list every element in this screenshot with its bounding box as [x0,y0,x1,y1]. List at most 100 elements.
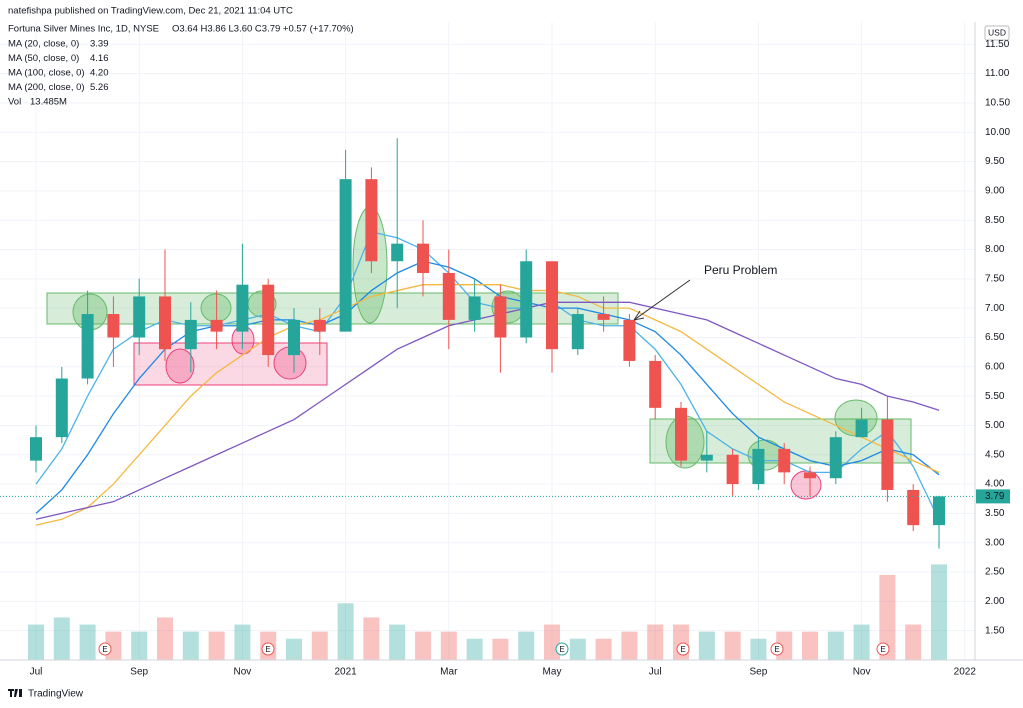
event-marker[interactable] [676,642,690,656]
candle-body [236,284,249,332]
symbol-title: Fortuna Silver Mines Inc, 1D, NYSE [8,24,159,35]
events: E E E E E E [98,642,890,656]
candle-body [855,419,868,438]
candle-body [133,296,146,338]
candle-body [391,243,404,262]
event-label: E [102,645,107,654]
volume-bar [131,631,148,660]
legend-name: MA (20, close, 0) [8,39,79,50]
last-price-box [976,489,1010,504]
volume-bar [802,631,818,660]
legend-value: 4.16 [90,53,109,64]
y-tick-label: 8.50 [985,215,1005,226]
legend-name: MA (50, close, 0) [8,53,79,64]
y-tick-label: 8.00 [985,244,1005,255]
currency-box[interactable] [984,25,1010,41]
candle-body [159,296,171,350]
y-tick-label: 10.00 [985,127,1010,138]
y-tick-label: 6.50 [985,332,1005,343]
logo [8,689,22,697]
event-marker[interactable] [555,642,569,656]
grid [0,22,975,660]
y-tick-label: 2.00 [985,596,1005,607]
legend-name: MA (200, close, 0) [8,82,85,93]
volume-bar [853,624,870,660]
x-tick-label: Jul [30,667,43,678]
event-marker[interactable] [261,642,275,656]
event-label: E [265,645,270,654]
volume-bar [79,624,96,660]
legend-value: 3.39 [90,39,109,50]
volume-bar [234,624,251,660]
y-tick-label: 11.50 [985,39,1010,50]
volume-bar [698,631,715,660]
circle-mark [165,348,195,384]
arrow-head [633,310,645,321]
volume-bar [569,638,586,660]
y-tick-label: 1.50 [985,625,1005,636]
candle-body [700,454,713,461]
legend: Fortuna Silver Mines Inc, 1D, NYSE O3.64… [8,24,354,108]
event-label: E [680,645,685,654]
volume-bar [621,631,638,660]
candle-body [107,314,120,338]
currency: USD [988,27,1006,37]
candle-body [649,360,662,408]
candle-body [597,314,610,320]
candle-body [726,454,739,485]
volume-bar [286,638,302,660]
candle-body [571,314,584,350]
candle-body [804,472,816,479]
x-tick-label: Jul [649,667,662,678]
x-tick-label: Sep [130,667,148,678]
plot [0,138,975,549]
candle-body [933,496,945,526]
legend-name: Vol [8,97,21,108]
candle-body [623,319,636,361]
y-tick-label: 5.00 [985,420,1005,431]
candle-body [778,448,791,473]
volume-bar [363,617,380,660]
legend-value: 4.20 [90,68,109,79]
volume-bar [492,638,509,660]
candle-body [881,419,894,490]
candle-body [752,448,765,485]
volume-bar [905,624,922,660]
candle-body [81,314,94,379]
y-tick-label: 6.00 [985,361,1005,372]
x-tick-label: Nov [234,667,252,678]
volume-bar [53,617,70,660]
volume-bar [157,617,173,660]
volume-bar [595,638,612,660]
volume-bar [724,631,741,660]
y-tick-label: 4.00 [985,479,1005,490]
volume-bar [827,631,844,660]
event-marker[interactable] [98,642,112,656]
volume-bar [440,631,457,660]
candle-body [907,489,920,526]
y-tick-label: 11.00 [985,68,1010,79]
volume-bar [337,603,354,660]
candle-body [313,319,326,332]
candle-body [829,437,842,479]
y-tick-label: 3.00 [985,537,1005,548]
event-label: E [559,645,564,654]
volume-bar [931,564,947,660]
volume-bar [182,631,199,660]
y-tick-label: 9.50 [985,156,1005,167]
event-marker[interactable] [876,642,890,656]
legend-name: MA (100, close, 0) [8,68,85,79]
candle-body [468,296,481,320]
candle-body [546,261,558,350]
last-price-label: 3.79 [985,491,1005,502]
annotation-text: Peru Problem [704,263,777,277]
volume-bar [544,624,560,660]
volume-bar [466,638,483,660]
footer-brand: TradingView [28,689,84,700]
volume-bar [647,624,664,660]
candle-body [442,272,455,320]
y-tick-label: 2.50 [985,567,1005,578]
candle-body [210,319,223,332]
event-marker[interactable] [770,642,784,656]
